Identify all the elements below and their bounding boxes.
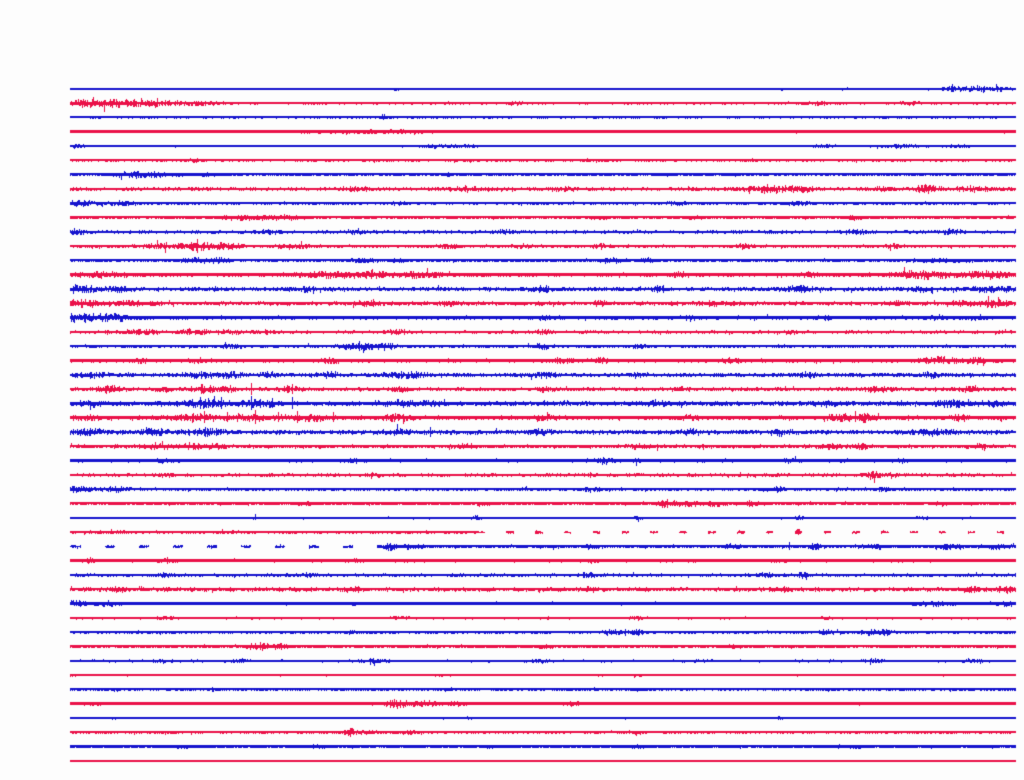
seismogram-canvas: [0, 0, 1024, 780]
helicorder-page: HT Thira Isl. - Akrotiri 2018-07-05 Appl…: [0, 0, 1024, 780]
